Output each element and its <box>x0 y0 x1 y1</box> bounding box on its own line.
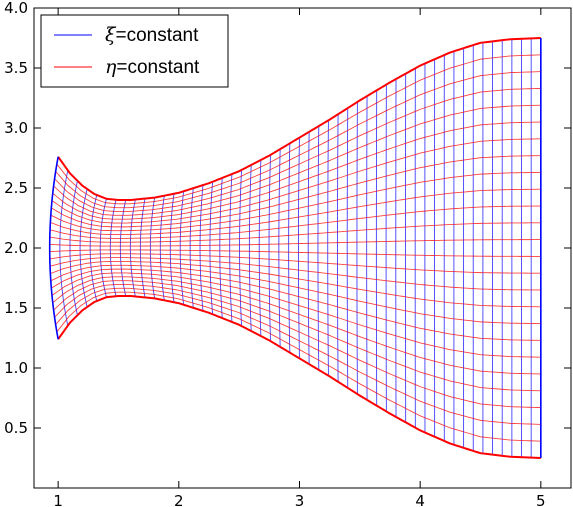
xi-line <box>327 120 329 376</box>
eta-line <box>55 287 541 425</box>
xi-line <box>219 177 223 319</box>
xi-line <box>288 143 291 353</box>
xi-line <box>169 193 175 303</box>
y-axis: 0.5 1.0 1.5 2.0 2.5 3.0 3.5 4.0 <box>4 0 571 437</box>
x-tick-label: 3 <box>295 492 305 507</box>
eta-line <box>49 222 541 243</box>
eta-line <box>50 260 541 308</box>
eta-line <box>50 171 541 232</box>
xi-line <box>119 199 127 297</box>
eta-line <box>49 205 541 239</box>
xi-line <box>139 198 146 298</box>
y-tick-label: 1.0 <box>4 359 28 377</box>
xi-line <box>307 131 310 365</box>
legend-entry-xi: ξ=constant <box>105 24 199 46</box>
xi-line <box>346 108 349 388</box>
y-tick-label: 2.0 <box>4 239 28 257</box>
eta-constant-lines <box>49 37 541 459</box>
legend: ξ=constant η=constant <box>40 14 229 88</box>
xi-line <box>129 199 136 297</box>
y-tick-label: 0.5 <box>4 419 28 437</box>
eta-line <box>52 121 541 220</box>
legend-box <box>40 14 229 88</box>
legend-entry-eta: η=constant <box>105 56 200 78</box>
eta-line <box>50 188 541 236</box>
xi-line <box>99 198 107 298</box>
xi-line <box>209 181 214 315</box>
x-tick-label: 4 <box>415 492 425 507</box>
eta-line <box>49 257 541 291</box>
xi-line <box>109 199 117 297</box>
xi-line <box>189 188 194 308</box>
eta-line <box>50 264 541 325</box>
xi-line <box>69 180 78 316</box>
eta-line <box>49 249 541 257</box>
plot-area: 1 2 3 4 5 0.5 1.0 1.5 2.0 2.5 3.0 3.5 4.0 <box>4 0 572 507</box>
boundary-curves <box>48 37 542 459</box>
xi-line <box>199 185 204 311</box>
xi-line <box>59 170 69 326</box>
x-tick-label: 5 <box>536 492 546 507</box>
xi-line <box>159 195 165 301</box>
x-tick-label: 1 <box>53 492 63 507</box>
eta-line <box>49 239 541 247</box>
eta-line <box>51 268 541 341</box>
y-tick-label: 3.5 <box>4 59 28 77</box>
xi-line <box>317 126 320 370</box>
xi-line <box>258 159 262 337</box>
xi-line <box>297 137 300 359</box>
eta-line <box>55 71 541 209</box>
eta-line <box>52 276 541 375</box>
xi-line <box>278 149 281 347</box>
eta-line <box>54 87 541 212</box>
xi-line <box>79 188 88 308</box>
x-axis: 1 2 3 4 5 <box>53 8 546 507</box>
xi-line <box>248 164 252 332</box>
eta-line <box>51 155 541 228</box>
y-tick-label: 1.5 <box>4 299 28 317</box>
lower-boundary <box>57 295 541 459</box>
xi-line <box>268 154 271 342</box>
eta-line <box>53 104 541 216</box>
eta-line <box>49 253 541 274</box>
y-tick-label: 4.0 <box>4 0 28 17</box>
eta-line <box>51 138 541 224</box>
eta-line <box>51 272 541 358</box>
eta-line <box>54 284 541 409</box>
left-boundary <box>48 156 59 340</box>
eta-line <box>53 280 541 392</box>
eta-line <box>56 291 541 442</box>
y-tick-label: 3.0 <box>4 119 28 137</box>
xi-constant-lines <box>49 38 542 458</box>
xi-line <box>149 197 156 299</box>
xi-line <box>229 174 233 322</box>
x-tick-label: 2 <box>174 492 184 507</box>
y-tick-label: 2.5 <box>4 179 28 197</box>
xi-line <box>337 114 339 382</box>
xi-line <box>89 194 98 302</box>
eta-line <box>56 54 541 205</box>
xi-line <box>239 169 243 327</box>
upper-boundary <box>57 37 541 201</box>
xi-line <box>179 191 185 305</box>
